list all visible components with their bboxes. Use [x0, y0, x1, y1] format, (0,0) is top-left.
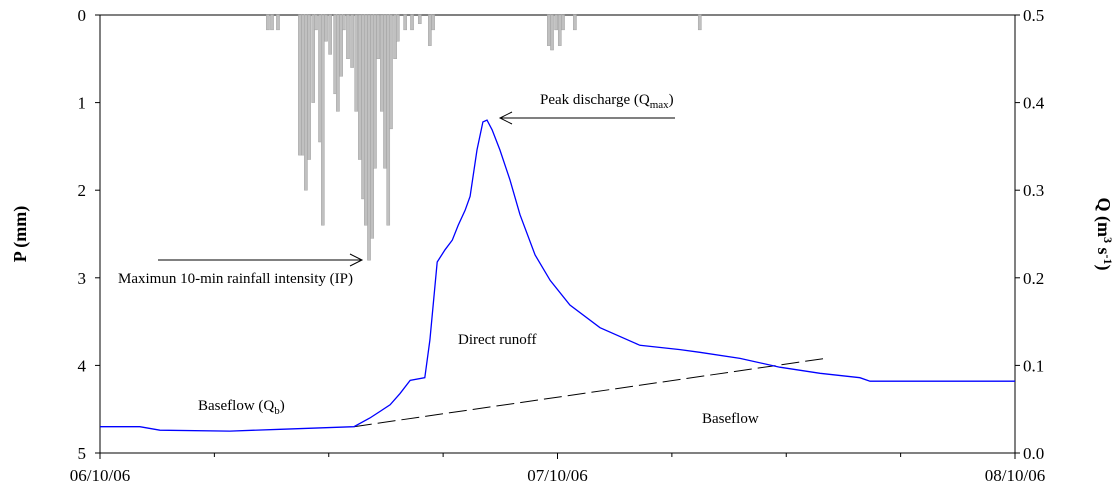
annotation: Maximun 10-min rainfall intensity (IP): [118, 271, 353, 287]
annotation-text: Peak discharge (Q: [540, 92, 650, 108]
rain-bar: [266, 14, 270, 31]
x-tick-label: 07/10/06: [527, 466, 587, 485]
rain-bar: [550, 14, 554, 51]
y2-tick-label: 0.5: [1023, 6, 1044, 25]
arrow-head: [498, 111, 513, 125]
annotation: Peak discharge (Qmax): [540, 92, 674, 111]
y2-label-part: Q (m: [1093, 197, 1114, 237]
y-axis-label: P (mm): [10, 206, 31, 262]
rain-bar: [557, 14, 562, 46]
annotation-sub: max: [650, 99, 669, 111]
rain-bar: [380, 14, 384, 112]
rain-bar: [346, 14, 350, 59]
y2-label-part: ): [1093, 265, 1114, 271]
rain-bar: [383, 14, 387, 169]
annotation: Direct runoff: [458, 332, 536, 348]
rain-bar: [342, 14, 346, 31]
rain-bar: [311, 14, 315, 103]
rain-bar: [389, 14, 393, 130]
rain-bar: [410, 14, 414, 31]
annotation: Baseflow (Qb): [198, 398, 285, 417]
rain-bar: [307, 14, 311, 160]
marks: [100, 14, 1015, 432]
y2-tick-label: 0.1: [1023, 356, 1044, 375]
y-tick-label: 1: [78, 94, 87, 113]
y-tick-label: 4: [78, 356, 87, 375]
y2-tick-label: 0.3: [1023, 181, 1044, 200]
rain-bar: [547, 14, 551, 46]
y2-tick-label: 0.0: [1023, 444, 1044, 463]
rain-bar: [697, 14, 702, 31]
y-tick-label: 0: [78, 6, 87, 25]
arrow-head: [349, 253, 364, 267]
y-tick-label: 3: [78, 269, 87, 288]
rain-bar: [350, 14, 354, 68]
rain-bar: [358, 14, 362, 160]
discharge-line: [100, 119, 1015, 432]
y2-label-sup: -1: [1101, 255, 1115, 265]
rain-bar: [554, 14, 558, 31]
y-tick-label: 2: [78, 181, 87, 200]
annotation-text: Baseflow (Q: [198, 398, 274, 414]
rain-bar: [339, 14, 343, 77]
rain-bar: [298, 14, 302, 156]
annotation-text: ): [280, 398, 285, 414]
rain-bar: [324, 14, 328, 42]
rain-bar: [304, 14, 308, 191]
y2-tick-label: 0.2: [1023, 269, 1044, 288]
rain-bar: [561, 14, 565, 31]
rain-bar: [321, 14, 325, 226]
rain-bar: [314, 14, 318, 31]
rain-bar: [417, 14, 422, 24]
rain-bar: [354, 14, 359, 112]
rain-bar: [428, 14, 432, 46]
annotation-text: ): [669, 92, 674, 108]
rain-bar: [573, 14, 577, 31]
y2-tick-label: 0.4: [1023, 94, 1045, 113]
rain-bar: [367, 14, 371, 261]
rain-bar: [364, 14, 368, 226]
rain-bar: [336, 14, 340, 112]
baseflow-line: [353, 357, 826, 428]
rain-bar: [376, 14, 380, 59]
rain-bar: [270, 14, 274, 31]
rain-bar: [373, 14, 377, 169]
rain-bar: [328, 14, 332, 55]
y2-axis-label: Q (m3 s-1): [1093, 197, 1115, 270]
y-tick-label: 5: [78, 444, 87, 463]
annotation-sub: b: [274, 405, 280, 417]
x-tick-label: 08/10/06: [985, 466, 1045, 485]
annotation: Baseflow: [702, 411, 759, 427]
y2-label-part: s: [1094, 243, 1114, 255]
rain-bar: [276, 14, 280, 31]
x-tick-label: 06/10/06: [70, 466, 130, 485]
rain-bar: [431, 14, 435, 31]
plot-frame: [99, 14, 1016, 454]
rain-bar: [396, 14, 400, 42]
rain-bar: [403, 14, 407, 31]
y2-label-sup: 3: [1101, 237, 1115, 243]
